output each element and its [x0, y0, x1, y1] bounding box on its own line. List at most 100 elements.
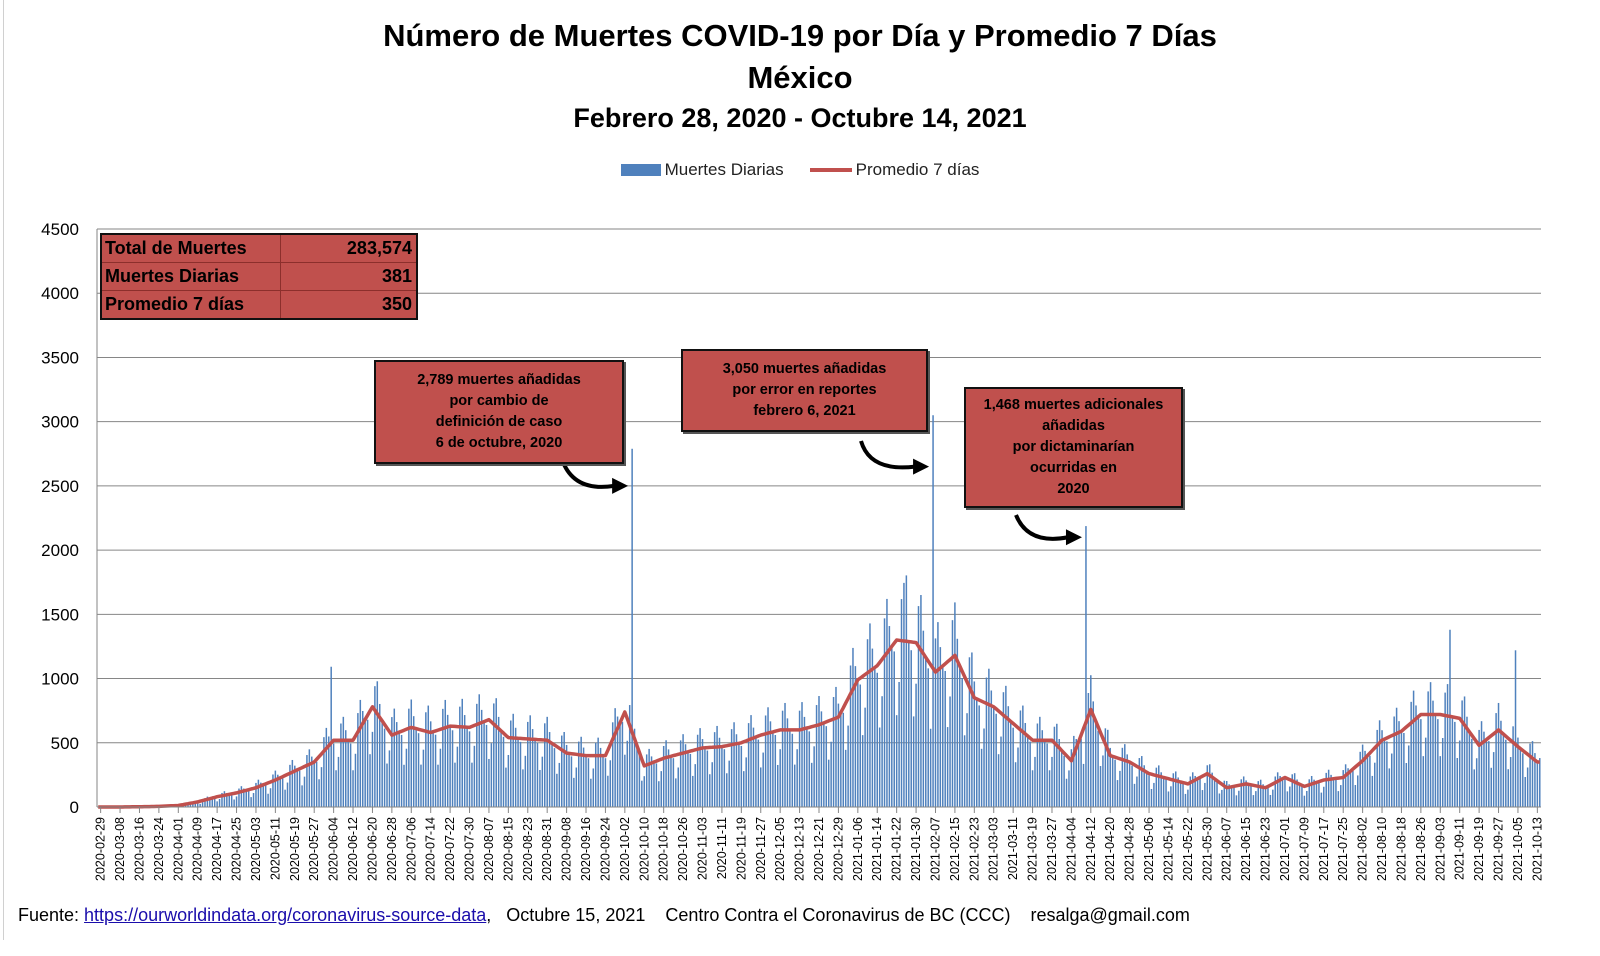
daily-deaths-bar: [325, 727, 328, 807]
daily-deaths-bar: [1145, 772, 1148, 807]
stats-value: 381: [381, 266, 412, 286]
daily-deaths-bar: [764, 715, 767, 807]
daily-deaths-bar: [704, 747, 706, 807]
daily-deaths-bar: [1522, 753, 1524, 807]
daily-deaths-bar: [1434, 714, 1437, 807]
daily-deaths-bar: [1274, 776, 1276, 807]
daily-deaths-bar: [1458, 740, 1461, 807]
daily-deaths-bar: [1437, 719, 1439, 807]
daily-deaths-bar: [403, 764, 405, 807]
daily-deaths-bar: [529, 715, 531, 807]
daily-deaths-bar: [1298, 784, 1301, 807]
daily-deaths-bar: [1313, 779, 1315, 807]
daily-deaths-bar: [954, 602, 956, 807]
daily-deaths-bar: [1325, 772, 1327, 807]
daily-deaths-bar: [963, 735, 966, 807]
annotation-arrow: [859, 440, 916, 470]
daily-deaths-bar: [1109, 747, 1111, 807]
legend-item-bars: Muertes Diarias: [620, 160, 784, 180]
daily-deaths-bar: [723, 749, 726, 807]
daily-deaths-bar: [1415, 705, 1417, 807]
daily-deaths-bar: [609, 760, 612, 807]
daily-deaths-bar: [311, 756, 313, 807]
daily-deaths-bar: [1471, 738, 1473, 807]
x-tick-label: 2021-09-27: [1492, 817, 1506, 881]
x-tick-label: 2020-08-31: [540, 817, 554, 881]
daily-deaths-bar: [1230, 786, 1233, 807]
daily-deaths-bar: [1187, 789, 1189, 807]
daily-deaths-bar: [1432, 700, 1434, 807]
daily-deaths-bar: [580, 736, 582, 807]
annotation-arrow: [1014, 514, 1069, 541]
daily-deaths-bar: [1410, 701, 1412, 807]
daily-deaths-bar: [1293, 773, 1296, 807]
daily-deaths-bar: [1369, 755, 1371, 807]
daily-deaths-bar: [1228, 784, 1230, 807]
daily-deaths-bar: [437, 764, 439, 807]
daily-deaths-bar: [665, 740, 667, 807]
daily-deaths-bar: [1517, 737, 1519, 807]
daily-deaths-bar: [1441, 738, 1444, 807]
source-link[interactable]: https://ourworldindata.org/coronavirus-s…: [84, 905, 487, 925]
y-tick-label: 1500: [41, 605, 79, 624]
daily-deaths-bar: [755, 737, 757, 807]
daily-deaths-bar: [534, 739, 536, 807]
daily-deaths-bar: [371, 731, 374, 807]
daily-deaths-bar: [544, 723, 546, 807]
daily-deaths-bar: [835, 686, 837, 807]
daily-deaths-bar: [1223, 780, 1226, 807]
daily-deaths-bar: [1495, 713, 1497, 807]
daily-deaths-bar: [903, 582, 905, 807]
daily-deaths-bar: [1259, 779, 1262, 807]
daily-deaths-bar: [347, 740, 349, 807]
daily-deaths-bar: [1026, 736, 1029, 807]
x-tick-label: 2020-04-17: [210, 817, 224, 881]
daily-deaths-bar: [968, 657, 971, 807]
daily-deaths-bar: [565, 744, 568, 807]
daily-deaths-bar: [257, 779, 260, 807]
daily-deaths-bar: [1138, 758, 1141, 807]
arrow-head: [913, 458, 930, 475]
daily-deaths-bar: [1201, 790, 1204, 807]
daily-deaths-bar: [570, 756, 573, 807]
daily-deaths-bar: [895, 715, 898, 807]
x-tick-label: 2021-08-18: [1394, 817, 1408, 881]
daily-deaths-bar: [876, 672, 878, 807]
annotation-line: 3,050 muertes añadidas: [722, 361, 887, 377]
legend-line-swatch: [809, 168, 852, 172]
daily-deaths-bar: [891, 646, 893, 807]
daily-deaths-bar: [1250, 785, 1252, 807]
daily-deaths-bar: [1478, 729, 1480, 807]
daily-deaths-bar: [480, 709, 483, 807]
daily-deaths-bar: [556, 773, 558, 807]
daily-deaths-bar: [672, 758, 675, 807]
daily-deaths-bar: [1141, 756, 1143, 807]
daily-deaths-bar: [561, 735, 563, 807]
daily-deaths-bar: [1390, 753, 1393, 807]
daily-deaths-bar: [218, 798, 221, 807]
daily-deaths-bar: [519, 741, 522, 807]
x-tick-label: 2020-10-10: [637, 817, 651, 881]
daily-deaths-bar: [400, 735, 403, 807]
daily-deaths-bar: [306, 755, 308, 807]
daily-deaths-bar: [1235, 795, 1238, 807]
daily-deaths-bar: [590, 778, 592, 807]
daily-deaths-bar: [1131, 765, 1133, 807]
daily-deaths-bar: [298, 770, 301, 807]
daily-deaths-bar: [1473, 769, 1476, 807]
daily-deaths-bar: [1337, 791, 1340, 807]
stats-label: Muertes Diarias: [102, 263, 281, 290]
daily-deaths-bar: [648, 748, 650, 807]
daily-deaths-bar: [1075, 739, 1077, 807]
daily-deaths-bar: [718, 737, 721, 807]
daily-deaths-bar: [1165, 779, 1167, 807]
x-tick-label: 2020-04-25: [230, 817, 244, 881]
daily-deaths-bar: [439, 748, 442, 807]
daily-deaths-bar: [1238, 790, 1240, 807]
daily-deaths-bar: [286, 782, 289, 807]
x-tick-label: 2020-10-18: [657, 817, 671, 881]
daily-deaths-bar: [745, 757, 747, 807]
daily-deaths-bar: [830, 741, 832, 807]
daily-deaths-bar: [1332, 778, 1335, 807]
daily-deaths-bar: [696, 734, 699, 807]
